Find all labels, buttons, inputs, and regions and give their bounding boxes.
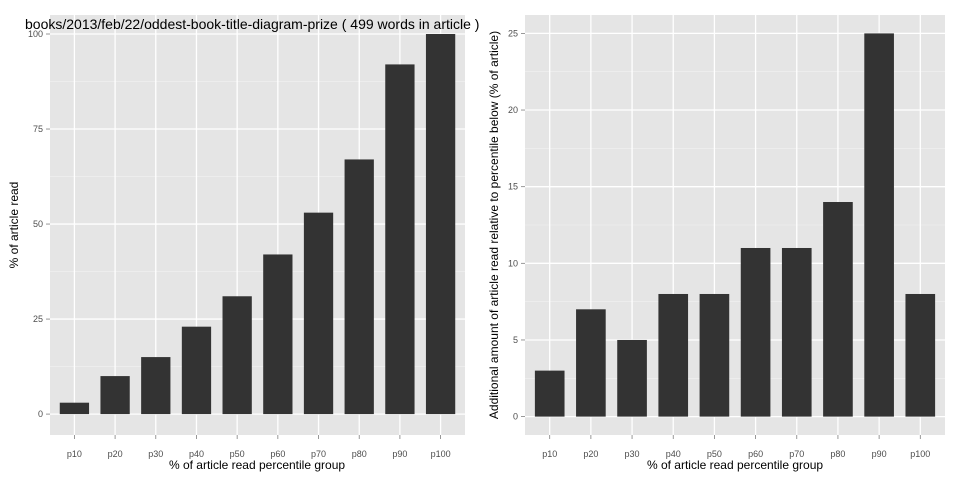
- y-axis-title: Additional amount of article read relati…: [487, 31, 501, 419]
- bar-p20: [100, 376, 130, 415]
- bar-p50: [222, 296, 252, 415]
- bar-p70: [303, 212, 334, 415]
- x-tick-label: p90: [392, 449, 407, 459]
- x-tick-label: p60: [270, 449, 285, 459]
- bar-p20: [576, 309, 606, 417]
- x-tick-label: p10: [542, 449, 557, 459]
- bar-p50: [699, 293, 730, 417]
- y-axis-title: % of article read: [7, 182, 21, 269]
- bar-p90: [864, 33, 894, 417]
- x-tick-label: p40: [666, 449, 681, 459]
- x-tick-label: p20: [108, 449, 123, 459]
- y-tick-label: 20: [508, 105, 518, 115]
- bar-p100: [905, 293, 936, 417]
- y-tick-label: 10: [508, 258, 518, 268]
- bar-p10: [534, 370, 565, 417]
- y-tick-label: 0: [513, 412, 518, 422]
- y-tick-label: 75: [33, 124, 43, 134]
- x-axis-title: % of article read percentile group: [169, 458, 345, 472]
- bar-p90: [385, 64, 415, 415]
- bar-p30: [141, 357, 171, 415]
- x-tick-label: p50: [707, 449, 722, 459]
- bar-p80: [823, 202, 853, 417]
- y-tick-label: 15: [508, 182, 518, 192]
- x-tick-label: p80: [830, 449, 845, 459]
- x-tick-label: p30: [148, 449, 163, 459]
- x-tick-label: p60: [748, 449, 763, 459]
- x-tick-label: p100: [431, 449, 451, 459]
- chart-panel-2: 0 5 10 15 20 25 p10 p20 p30 p40 p50 p60 p70 p80 p90 p10…: [487, 15, 945, 472]
- x-tick-label: p90: [872, 449, 887, 459]
- x-tick-label: p10: [67, 449, 82, 459]
- x-axis-title: % of article read percentile group: [647, 458, 823, 472]
- x-tick-label: p80: [352, 449, 367, 459]
- y-tick-label: 5: [513, 335, 518, 345]
- y-tick-label: 25: [508, 28, 518, 38]
- bar-p60: [263, 254, 293, 415]
- bar-p60: [740, 247, 771, 417]
- x-tick-label: p100: [910, 449, 930, 459]
- y-tick-label: 0: [38, 409, 43, 419]
- bar-p40: [658, 293, 689, 417]
- bar-p10: [59, 402, 90, 415]
- chart-panel-1: 0 25 50 75 100 p10 p20 p30 p40 p50 p60 p70 p80 p90 p10…: [7, 15, 465, 472]
- x-tick-label: p20: [583, 449, 598, 459]
- y-tick-label: 50: [33, 219, 43, 229]
- x-tick-label: p30: [625, 449, 640, 459]
- y-tick-label: 25: [33, 314, 43, 324]
- y-tick-label: 100: [28, 29, 43, 39]
- bar-p80: [344, 159, 374, 415]
- bar-p100: [425, 34, 456, 415]
- bar-p70: [781, 247, 812, 417]
- bar-p40: [181, 326, 212, 415]
- x-tick-label: p70: [789, 449, 804, 459]
- x-tick-label: p40: [189, 449, 204, 459]
- x-tick-label: p50: [230, 449, 245, 459]
- bar-p30: [617, 339, 647, 417]
- x-tick-label: p70: [311, 449, 326, 459]
- chart-title: books/2013/feb/22/oddest-book-title-diag…: [25, 16, 479, 32]
